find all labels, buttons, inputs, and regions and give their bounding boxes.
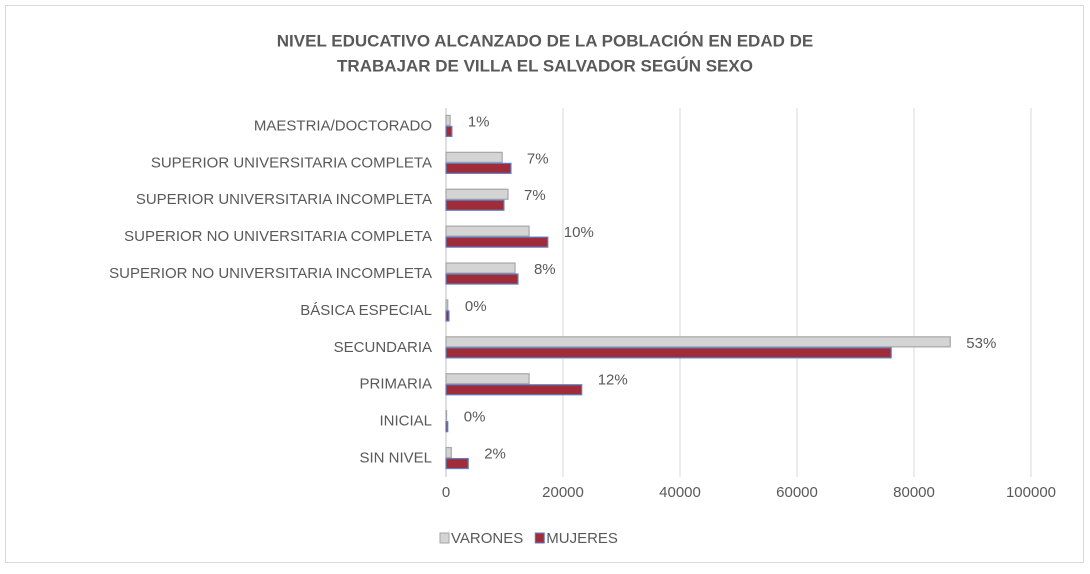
data-label: 7%: [527, 150, 549, 167]
bar: [445, 446, 452, 459]
x-tick-label: 40000: [659, 484, 701, 501]
legend-swatch: [439, 532, 450, 544]
data-label: 7%: [524, 187, 546, 204]
chart-title: NIVEL EDUCATIVO ALCANZADO DE LA POBLACIÓ…: [277, 31, 813, 50]
bar: [445, 125, 453, 138]
bar: [445, 347, 892, 359]
x-tick-label: 80000: [893, 484, 935, 501]
bar: [445, 421, 449, 433]
bar: [445, 151, 503, 163]
bar: [445, 336, 951, 348]
bar: [445, 457, 469, 470]
x-tick-label: 20000: [542, 484, 584, 501]
y-tick-label: INICIAL: [379, 413, 432, 430]
y-tick-label: BÁSICA ESPECIAL: [300, 302, 432, 319]
x-tick-label: 100000: [1006, 484, 1056, 501]
x-tick-label: 0: [442, 484, 450, 501]
legend-label: MUJERES: [546, 530, 618, 547]
data-label: 10%: [564, 224, 594, 241]
bar: [445, 273, 519, 285]
chart-title: TRABAJAR DE VILLA EL SALVADOR SEGÚN SEXO: [337, 56, 753, 75]
y-tick-label: SUPERIOR NO UNIVERSITARIA COMPLETA: [124, 228, 432, 245]
y-tick-label: MAESTRIA/DOCTORADO: [254, 117, 432, 134]
bar: [445, 199, 505, 211]
x-tick-label: 60000: [776, 484, 818, 501]
bar: [445, 225, 530, 237]
data-label: 2%: [484, 446, 506, 463]
data-label: 0%: [464, 409, 486, 426]
bar: [445, 188, 509, 200]
bar: [445, 310, 450, 322]
y-tick-label: SIN NIVEL: [359, 450, 432, 467]
bar: [445, 114, 451, 127]
legend-swatch: [534, 532, 545, 544]
legend-label: VARONES: [451, 530, 523, 547]
bar: [445, 236, 549, 248]
chart-frame: [5, 5, 1084, 563]
data-label: 53%: [966, 335, 996, 352]
y-tick-label: SUPERIOR NO UNIVERSITARIA INCOMPLETA: [109, 265, 432, 282]
y-tick-label: SUPERIOR UNIVERSITARIA INCOMPLETA: [136, 191, 432, 208]
y-tick-label: SECUNDARIA: [334, 339, 432, 356]
bar: [445, 262, 516, 274]
data-label: 8%: [534, 261, 556, 278]
y-tick-label: PRIMARIA: [359, 376, 432, 393]
bar: [445, 162, 512, 174]
bar: [445, 410, 448, 422]
data-label: 1%: [468, 113, 490, 130]
bar: [445, 299, 449, 311]
bar: [445, 384, 583, 396]
data-label: 12%: [598, 372, 628, 389]
y-tick-label: SUPERIOR UNIVERSITARIA COMPLETA: [151, 154, 432, 171]
bar: [445, 373, 530, 385]
data-label: 0%: [465, 298, 487, 315]
